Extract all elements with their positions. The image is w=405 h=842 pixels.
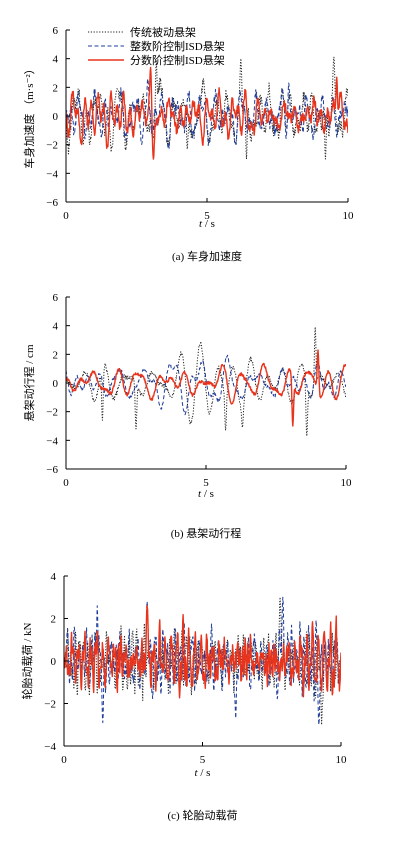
chart-panel-0: −6 −4 −2 0 2 4 6 0 5 10 t / s 车身加速度 （m·s⁻²） (a) 车身加速… bbox=[22, 25, 354, 263]
y-axis-label: 车身加速度 （m·s⁻²） bbox=[22, 63, 36, 168]
series-line-fractional bbox=[64, 605, 341, 699]
y-tick-label: 0 bbox=[53, 378, 59, 390]
y-tick-label: −4 bbox=[44, 741, 56, 753]
legend-label-passive: 传统被动悬架 bbox=[130, 26, 196, 39]
y-tick-label: 0 bbox=[51, 656, 57, 668]
y-axis-label: 悬架动行程 / cm bbox=[23, 344, 36, 421]
chart-caption: (c) 轮胎动载荷 bbox=[168, 808, 238, 822]
y-tick-label: 2 bbox=[53, 82, 59, 94]
y-tick-label: −2 bbox=[46, 140, 58, 152]
legend-label-integer: 整数阶控制ISD悬架 bbox=[130, 39, 225, 53]
chart-caption: (b) 悬架动行程 bbox=[171, 527, 242, 540]
x-tick-label: 0 bbox=[63, 477, 69, 489]
y-tick-label: 6 bbox=[53, 25, 59, 37]
y-tick-label: 6 bbox=[53, 292, 59, 304]
series-group bbox=[64, 596, 341, 726]
series-line-fractional bbox=[66, 66, 348, 160]
y-tick-label: −2 bbox=[44, 699, 56, 711]
series-group bbox=[66, 56, 348, 160]
x-tick-label: 10 bbox=[341, 477, 353, 489]
chart-panel-1: −6 −4 −2 0 2 4 6 0 5 10 t / s 悬架动行程 / cm (b) 悬架动行程 bbox=[23, 292, 352, 540]
x-tick-label: 0 bbox=[63, 210, 69, 222]
y-axis-label: 轮胎动载荷 / kN bbox=[20, 622, 34, 699]
x-axis-label: t / s bbox=[199, 218, 215, 230]
x-axis-label: t / s bbox=[198, 488, 214, 500]
x-tick-label: 5 bbox=[203, 477, 209, 489]
y-tick-label: 4 bbox=[53, 54, 59, 66]
chart-panel-2: −4 −2 0 2 4 0 5 10 t / s 轮胎动载荷 / kN (c) 轮胎动载荷 bbox=[20, 571, 347, 822]
series-line-fractional bbox=[66, 349, 346, 427]
y-tick-label: −4 bbox=[46, 435, 58, 447]
series-group bbox=[66, 326, 346, 437]
y-tick-label: −2 bbox=[46, 407, 58, 419]
y-tick-label: −6 bbox=[46, 464, 58, 476]
y-tick-label: −6 bbox=[46, 197, 58, 209]
y-tick-label: −4 bbox=[46, 168, 58, 180]
x-tick-label: 10 bbox=[336, 754, 348, 766]
x-tick-label: 10 bbox=[343, 210, 355, 222]
y-tick-label: 2 bbox=[53, 349, 59, 361]
chart-caption: (a) 车身加速度 bbox=[172, 249, 242, 263]
x-tick-label: 5 bbox=[204, 210, 210, 222]
series-line-integer bbox=[66, 354, 346, 416]
x-axis-label: t / s bbox=[195, 767, 211, 779]
series-line-passive bbox=[66, 326, 346, 437]
y-tick-label: 2 bbox=[51, 614, 57, 626]
legend-label-fractional: 分数阶控制ISD悬架 bbox=[130, 53, 225, 67]
y-tick-label: 0 bbox=[53, 111, 59, 123]
y-tick-label: 4 bbox=[53, 321, 59, 333]
x-tick-label: 0 bbox=[61, 754, 67, 766]
y-tick-label: 4 bbox=[51, 571, 57, 583]
series-line-passive bbox=[66, 56, 348, 160]
x-tick-label: 5 bbox=[200, 754, 206, 766]
